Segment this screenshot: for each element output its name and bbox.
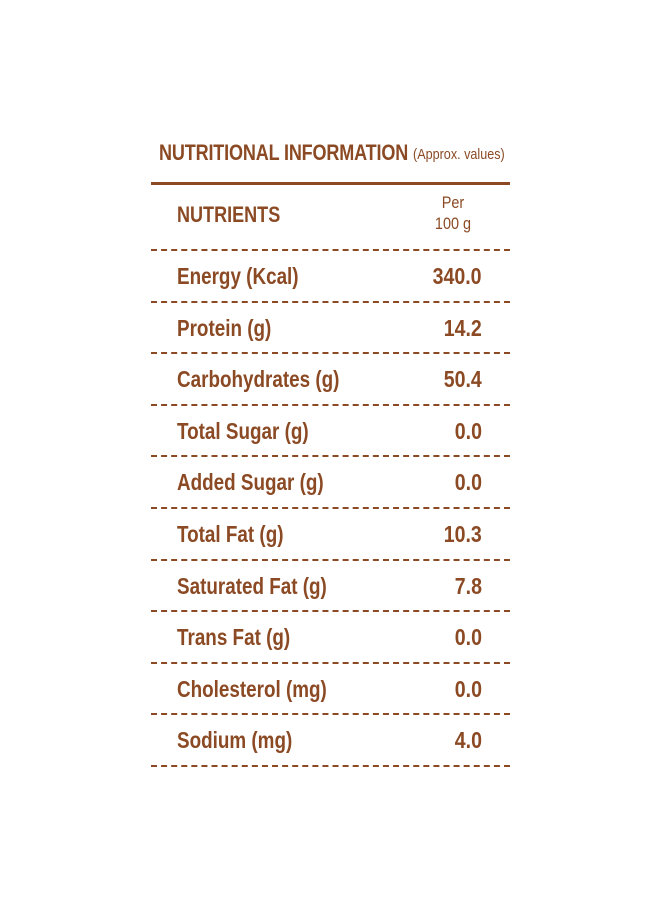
nutrient-label: Total Sugar (g) [177,417,309,444]
table-row: Energy (Kcal) 340.0 [151,251,510,303]
nutrient-value: 0.0 [454,624,482,651]
table-row: Saturated Fat (g) 7.8 [151,561,510,613]
nutrient-value: 0.0 [454,675,482,702]
nutrient-label: Cholesterol (mg) [177,675,327,702]
nutrient-value: 50.4 [443,366,482,393]
nutrient-label: Total Fat (g) [177,520,284,547]
nutrient-label: Sodium (mg) [177,727,293,754]
nutrition-table: NUTRIENTS Per 100 g Energy (Kcal) 340.0 … [151,185,510,767]
table-row: Added Sugar (g) 0.0 [151,457,510,509]
per-100g-column-header: Per 100 g [419,192,487,234]
table-row: Protein (g) 14.2 [151,303,510,355]
nutrients-column-header: NUTRIENTS [177,202,281,227]
table-row: Cholesterol (mg) 0.0 [151,664,510,716]
table-row: Carbohydrates (g) 50.4 [151,354,510,406]
table-row: Sodium (mg) 4.0 [151,715,510,767]
nutrition-panel: NUTRITIONAL INFORMATION (Approx. values)… [151,138,510,767]
nutrient-value: 0.0 [454,417,482,444]
nutrient-value: 0.0 [454,469,482,496]
nutrient-value: 340.0 [433,263,482,289]
nutrient-label: Energy (Kcal) [177,263,299,289]
panel-subtitle: (Approx. values) [413,146,505,163]
table-header-row: NUTRIENTS Per 100 g [151,185,510,251]
nutrient-label: Saturated Fat (g) [177,572,327,599]
nutrient-value: 10.3 [443,520,482,547]
title-row: NUTRITIONAL INFORMATION (Approx. values) [151,138,510,178]
per-100g-header-line2: 100 g [434,214,472,233]
nutrient-label: Carbohydrates (g) [177,366,340,393]
table-row: Trans Fat (g) 0.0 [151,612,510,664]
top-rule [151,182,510,185]
table-row: Total Sugar (g) 0.0 [151,406,510,458]
nutrient-label: Added Sugar (g) [177,469,324,496]
panel-title: NUTRITIONAL INFORMATION [159,140,409,165]
nutrient-value: 4.0 [454,727,482,754]
nutrient-value: 14.2 [443,314,482,341]
nutrient-label: Trans Fat (g) [177,624,291,651]
nutrient-label: Protein (g) [177,314,272,341]
table-row: Total Fat (g) 10.3 [151,509,510,561]
per-100g-header-line1: Per [441,193,465,212]
nutrient-value: 7.8 [454,572,482,599]
